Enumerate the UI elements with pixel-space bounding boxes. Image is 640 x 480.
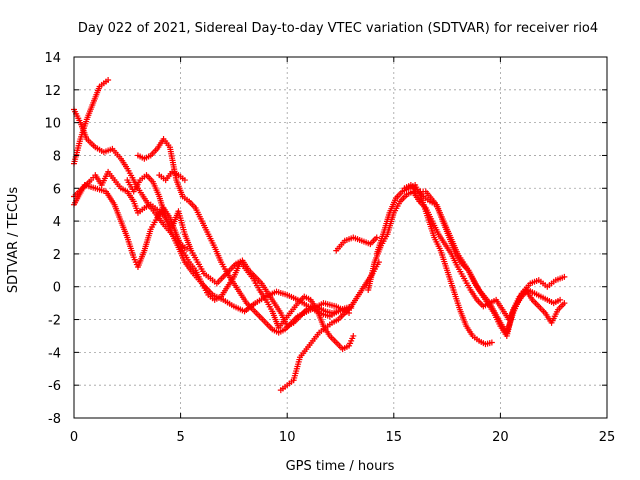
axes: 0 5 10 15 20 25 -8 -6 -4 -2 0 2 4 6 8 10 12 14: [44, 51, 615, 445]
y-tick-label: 8: [53, 149, 61, 164]
y-tick-label: 4: [53, 215, 61, 230]
y-axis-label: SDTVAR / TECUs: [6, 187, 21, 294]
series-arc9: [333, 234, 380, 254]
y-tick-label: -2: [48, 314, 61, 329]
series-arc7: [156, 168, 188, 184]
data-point: [488, 339, 495, 346]
chart-title: Day 022 of 2021, Sidereal Day-to-day VTE…: [78, 21, 598, 36]
y-tick-label: -6: [48, 379, 61, 394]
x-tick-label: 10: [279, 430, 296, 445]
plot-frame: [73, 56, 608, 419]
data-point: [105, 76, 112, 83]
data-point: [350, 332, 357, 339]
y-tick-label: 14: [44, 51, 61, 66]
grid: [74, 57, 607, 418]
x-tick-label: 25: [599, 430, 616, 445]
data-point: [373, 234, 380, 241]
y-tick-label: -4: [48, 346, 61, 361]
data-points: [71, 76, 568, 394]
y-tick-label: -8: [48, 412, 61, 427]
x-axis-label: GPS time / hours: [286, 459, 395, 474]
series-arc8: [277, 259, 382, 394]
series-arc4: [71, 168, 355, 320]
data-point: [561, 300, 568, 307]
series-arc13: [412, 188, 568, 336]
data-point: [181, 177, 188, 184]
x-tick-label: 0: [70, 430, 78, 445]
y-tick-label: 6: [53, 182, 61, 197]
x-tick-label: 5: [176, 430, 184, 445]
data-point: [561, 273, 568, 280]
series-arc6: [134, 136, 353, 336]
x-tick-label: 15: [386, 430, 403, 445]
y-tick-label: 10: [44, 117, 61, 132]
y-tick-label: 2: [53, 248, 61, 263]
series-arc3: [71, 181, 357, 353]
series-arc1: [71, 76, 112, 167]
x-tick-label: 20: [492, 430, 509, 445]
y-tick-label: 0: [53, 281, 61, 296]
y-tick-label: 12: [44, 84, 61, 99]
data-point: [557, 296, 564, 303]
